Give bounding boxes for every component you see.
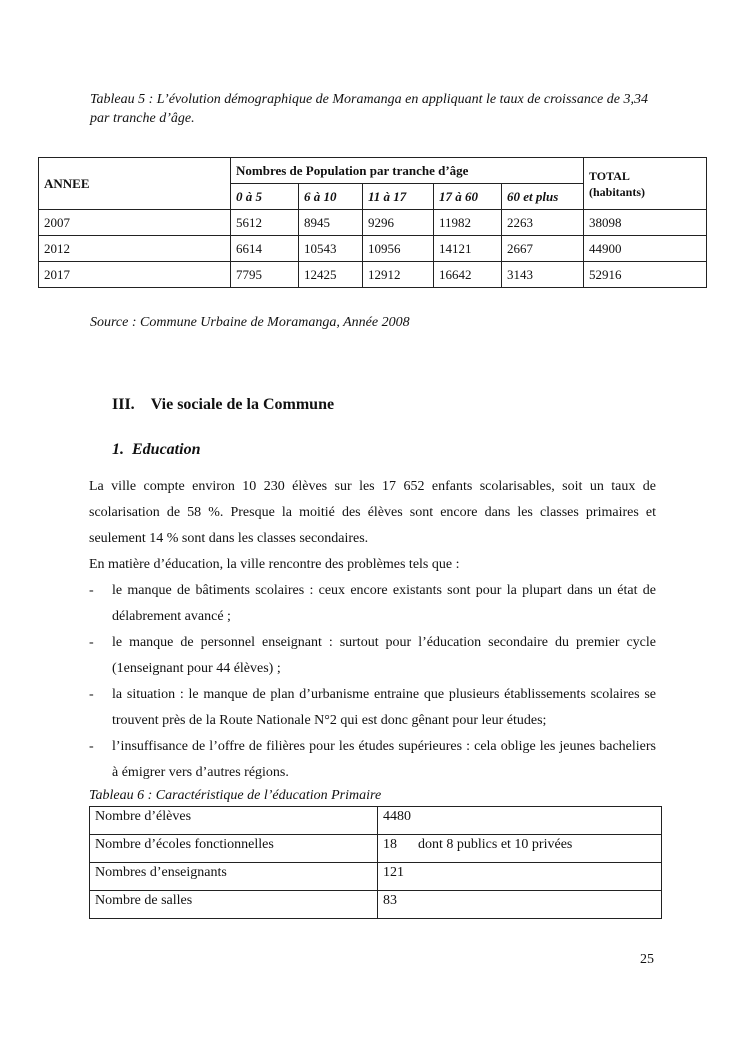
subsection-number: 1. xyxy=(112,441,124,458)
education-body: La ville compte environ 10 230 élèves su… xyxy=(89,474,656,786)
list-item: - le manque de bâtiments scolaires : ceux… xyxy=(89,578,656,630)
row-label: Nombre d’écoles fonctionnelles xyxy=(89,834,378,863)
cell: 8945 xyxy=(298,209,363,236)
cell: 2667 xyxy=(501,235,584,262)
section-heading: III. Vie sociale de la Commune xyxy=(112,396,334,414)
list-item-text: le manque de bâtiments scolaires : ceux … xyxy=(112,583,656,624)
cell: 7795 xyxy=(230,261,299,288)
table-row: 2007 5612 8945 9296 11982 2263 38098 xyxy=(38,209,707,236)
cell-total: 38098 xyxy=(583,209,707,236)
value: 83 xyxy=(383,893,397,908)
bullet: - xyxy=(89,687,94,702)
total-label: TOTAL xyxy=(589,168,630,183)
table-row: 2017 7795 12425 12912 16642 3143 52916 xyxy=(38,261,707,288)
bullet: - xyxy=(89,739,94,754)
paragraph: En matière d’éducation, la ville rencont… xyxy=(89,557,460,572)
row-label: Nombre de salles xyxy=(89,890,378,919)
row-label: Nombre d’élèves xyxy=(89,806,378,835)
population-table: ANNEE Nombres de Population par tranche … xyxy=(38,157,707,288)
cell-total: 52916 xyxy=(583,261,707,288)
value-note: dont 8 publics et 10 privées xyxy=(418,837,573,852)
cell: 16642 xyxy=(433,261,502,288)
table6-caption: Tableau 6 : Caractéristique de l’éducati… xyxy=(89,788,382,803)
cell-total: 44900 xyxy=(583,235,707,262)
cell-year: 2017 xyxy=(38,261,231,288)
cell-year: 2007 xyxy=(38,209,231,236)
page-number: 25 xyxy=(640,952,654,967)
table-row: Nombre d’écoles fonctionnelles 18 dont 8 p… xyxy=(89,834,662,863)
table-row: Nombre de salles 83 xyxy=(89,890,662,919)
value: 18 xyxy=(383,837,397,852)
cell: 5612 xyxy=(230,209,299,236)
header-year: ANNEE xyxy=(38,157,231,210)
value: 4480 xyxy=(383,809,411,824)
cell: 3143 xyxy=(501,261,584,288)
row-label: Nombres d’enseignants xyxy=(89,862,378,891)
cell: 6614 xyxy=(230,235,299,262)
table-row: 2012 6614 10543 10956 14121 2667 44900 xyxy=(38,235,707,262)
list-item-text: le manque de personnel enseignant : surt… xyxy=(112,635,656,676)
row-value: 121 xyxy=(377,862,662,891)
cell: 12425 xyxy=(298,261,363,288)
cell: 14121 xyxy=(433,235,502,262)
list-item: - la situation : le manque de plan d’urba… xyxy=(89,682,656,734)
header-age-11-17: 11 à 17 xyxy=(362,183,434,210)
header-age-17-60: 17 à 60 xyxy=(433,183,502,210)
section-title: Vie sociale de la Commune xyxy=(150,396,335,413)
row-value: 4480 xyxy=(377,806,662,835)
subsection-heading: 1. Education xyxy=(112,441,200,459)
table-row: Nombre d’élèves 4480 xyxy=(89,806,662,835)
cell: 10543 xyxy=(298,235,363,262)
list-item: - l’insuffisance de l’offre de filières p… xyxy=(89,734,656,786)
cell: 12912 xyxy=(362,261,434,288)
value: 121 xyxy=(383,865,404,880)
paragraph: La ville compte environ 10 230 élèves su… xyxy=(89,479,656,546)
bullet: - xyxy=(89,635,94,650)
table-row: Nombres d’enseignants 121 xyxy=(89,862,662,891)
header-total: TOTAL (habitants) xyxy=(583,157,707,210)
bullet: - xyxy=(89,583,94,598)
list-item-text: la situation : le manque de plan d’urban… xyxy=(112,687,656,728)
table5-source: Source : Commune Urbaine de Moramanga, A… xyxy=(90,315,410,330)
cell: 9296 xyxy=(362,209,434,236)
list-item-text: l’insuffisance de l’offre de filières po… xyxy=(112,739,656,780)
list-item: - le manque de personnel enseignant : sur… xyxy=(89,630,656,682)
row-value: 18 dont 8 publics et 10 privées xyxy=(377,834,662,863)
cell-year: 2012 xyxy=(38,235,231,262)
header-population-group: Nombres de Population par tranche d’âge xyxy=(230,157,584,184)
header-age-60-plus: 60 et plus xyxy=(501,183,584,210)
section-number: III. xyxy=(112,396,135,413)
education-table: Nombre d’élèves 4480 Nombre d’écoles fonc… xyxy=(89,806,662,919)
cell: 2263 xyxy=(501,209,584,236)
table5-caption: Tableau 5 : L’évolution démographique de… xyxy=(90,92,648,126)
header-age-0-5: 0 à 5 xyxy=(230,183,299,210)
cell: 11982 xyxy=(433,209,502,236)
subsection-title: Education xyxy=(132,441,201,458)
cell: 10956 xyxy=(362,235,434,262)
header-age-6-10: 6 à 10 xyxy=(298,183,363,210)
row-value: 83 xyxy=(377,890,662,919)
total-sublabel: (habitants) xyxy=(589,184,646,199)
